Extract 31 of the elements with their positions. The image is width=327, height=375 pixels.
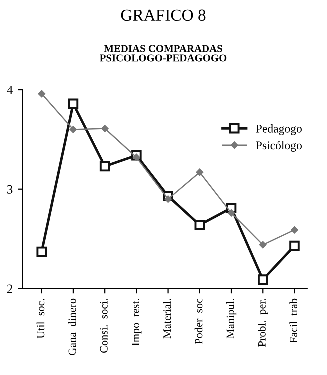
x-tick-label: Impo rest. <box>132 299 142 346</box>
chart-subtitle: MEDIAS COMPARADAS PSICOLOGO-PEDAGOGO <box>100 45 227 62</box>
point <box>38 90 46 98</box>
point <box>291 226 298 234</box>
y-tick-label: 3 <box>8 185 13 194</box>
point <box>133 154 140 162</box>
point <box>259 241 267 249</box>
point <box>228 210 236 217</box>
y-tick-label: 4 <box>7 86 13 94</box>
x-tick-label: Gana dinero <box>68 298 76 356</box>
chart-title: GRAFICO 8 <box>121 10 206 22</box>
point <box>101 125 109 132</box>
point <box>164 196 172 203</box>
point <box>194 220 206 230</box>
y-tick-label: 2 <box>7 284 12 294</box>
x-tick-label: Util soc. <box>36 299 45 339</box>
legend-label: Pedagogo <box>256 124 302 136</box>
point <box>36 246 47 258</box>
point <box>258 274 268 285</box>
x-tick-label: Probl. per. <box>258 299 268 347</box>
point <box>68 98 79 110</box>
point <box>196 168 204 176</box>
point <box>70 126 78 134</box>
x-tick-label: Poder soc <box>194 298 203 344</box>
x-tick-label: Material. <box>163 299 172 339</box>
legend-label: Psicólogo <box>256 141 302 152</box>
point <box>100 161 110 172</box>
x-tick-label: Facil trab <box>290 298 298 344</box>
x-tick-label: Manipul. <box>226 299 237 339</box>
x-tick-label: Consi. soci. <box>100 299 108 353</box>
point <box>290 240 300 252</box>
